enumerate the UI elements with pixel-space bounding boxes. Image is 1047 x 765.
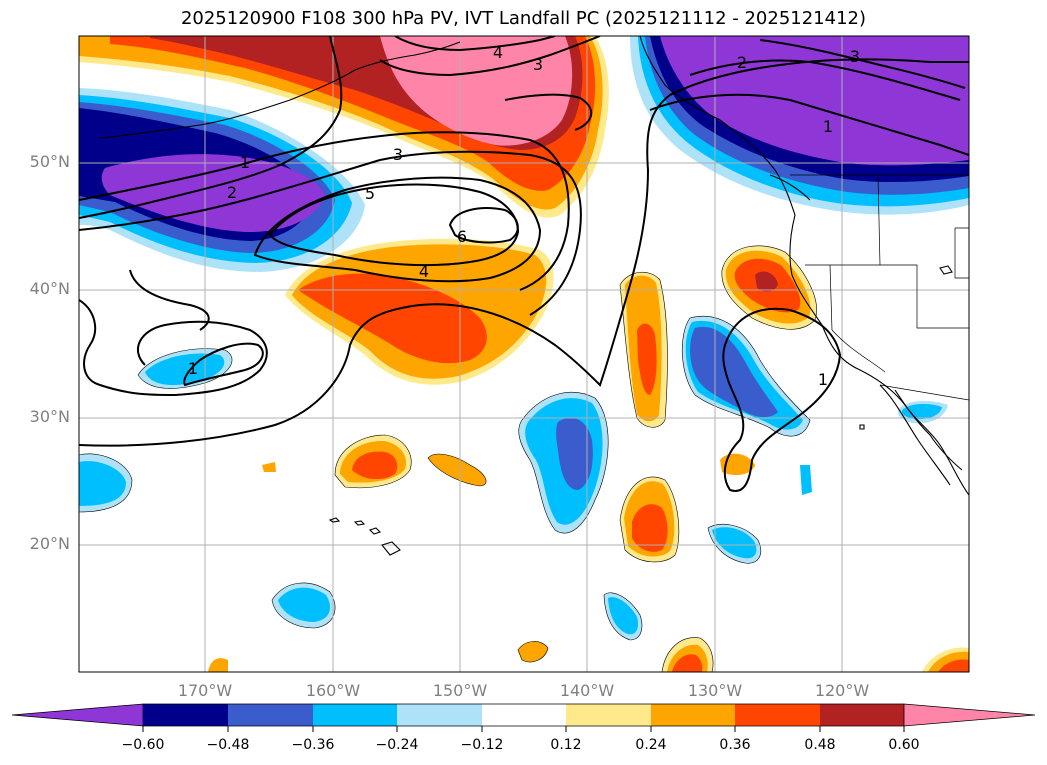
colorbar-swatch bbox=[143, 704, 228, 726]
colorbar-swatch bbox=[482, 704, 566, 726]
lon-label-140w: 140°W bbox=[559, 681, 615, 700]
colorbar-tick-label: 0.60 bbox=[888, 737, 920, 753]
colorbar-swatch bbox=[313, 704, 397, 726]
contour-label: 3 bbox=[393, 145, 403, 164]
colorbar-tick-label: −0.48 bbox=[206, 737, 250, 753]
contour-label: 4 bbox=[493, 43, 503, 62]
colorbar-swatch bbox=[651, 704, 735, 726]
colorbar-tick-label: −0.24 bbox=[375, 737, 419, 753]
lon-label-120w: 120°W bbox=[814, 681, 870, 700]
contour-label: 1 bbox=[240, 153, 250, 172]
colorbar-swatch bbox=[566, 704, 651, 726]
contour-label-group: 4 3 2 3 1 1 2 3 5 6 4 1 1 bbox=[188, 43, 860, 389]
contour-label: 1 bbox=[818, 370, 828, 389]
colorbar-swatch bbox=[735, 704, 820, 726]
contour-label: 1 bbox=[823, 117, 833, 136]
contour-label: 3 bbox=[850, 47, 860, 66]
colorbar-tick-label: −0.12 bbox=[460, 737, 504, 753]
colorbar bbox=[11, 703, 1036, 732]
contour-label: 4 bbox=[419, 262, 429, 281]
colorbar-tick-label: 0.12 bbox=[550, 737, 582, 753]
colorbar-tick-label: −0.60 bbox=[121, 737, 165, 753]
map-frame bbox=[78, 35, 970, 673]
negative-anomaly-central bbox=[518, 392, 609, 534]
positive-anomaly-central bbox=[285, 238, 554, 385]
colorbar-extend-low bbox=[11, 703, 144, 727]
political-borders bbox=[790, 174, 969, 401]
colorbar-swatch bbox=[820, 704, 904, 726]
pv-contours bbox=[79, 36, 969, 492]
colorbar-swatch bbox=[397, 704, 482, 726]
lat-label-50n: 50°N bbox=[29, 152, 70, 171]
contour-label: 5 bbox=[365, 184, 375, 203]
colorbar-extend-high bbox=[903, 703, 1036, 727]
contour-label: 2 bbox=[737, 53, 747, 72]
lon-label-160w: 160°W bbox=[305, 681, 361, 700]
lon-label-130w: 130°W bbox=[687, 681, 743, 700]
colorbar-ticks bbox=[142, 726, 905, 732]
colorbar-tick-label: −0.36 bbox=[291, 737, 335, 753]
map-title: 2025120900 F108 300 hPa PV, IVT Landfall… bbox=[180, 8, 867, 29]
lon-label-150w: 150°W bbox=[432, 681, 488, 700]
anomaly-outline-contours bbox=[79, 245, 817, 672]
lat-label-40n: 40°N bbox=[29, 279, 70, 298]
contour-label: 6 bbox=[457, 227, 467, 246]
plot-area: 4 3 2 3 1 1 2 3 5 6 4 1 1 bbox=[79, 36, 969, 672]
contour-label: 3 bbox=[533, 55, 543, 74]
colorbar-tick-label: 0.48 bbox=[804, 737, 836, 753]
negative-anomaly-small bbox=[79, 348, 948, 640]
contour-label: 1 bbox=[188, 359, 198, 378]
colorbar-tick-label: 0.36 bbox=[719, 737, 751, 753]
colorbar-swatch bbox=[228, 704, 313, 726]
coastlines bbox=[99, 36, 969, 556]
lat-label-30n: 30°N bbox=[29, 407, 70, 426]
lon-label-170w: 170°W bbox=[177, 681, 233, 700]
lat-label-20n: 20°N bbox=[29, 534, 70, 553]
colorbar-tick-label: 0.24 bbox=[635, 737, 667, 753]
contour-label: 2 bbox=[227, 183, 237, 202]
